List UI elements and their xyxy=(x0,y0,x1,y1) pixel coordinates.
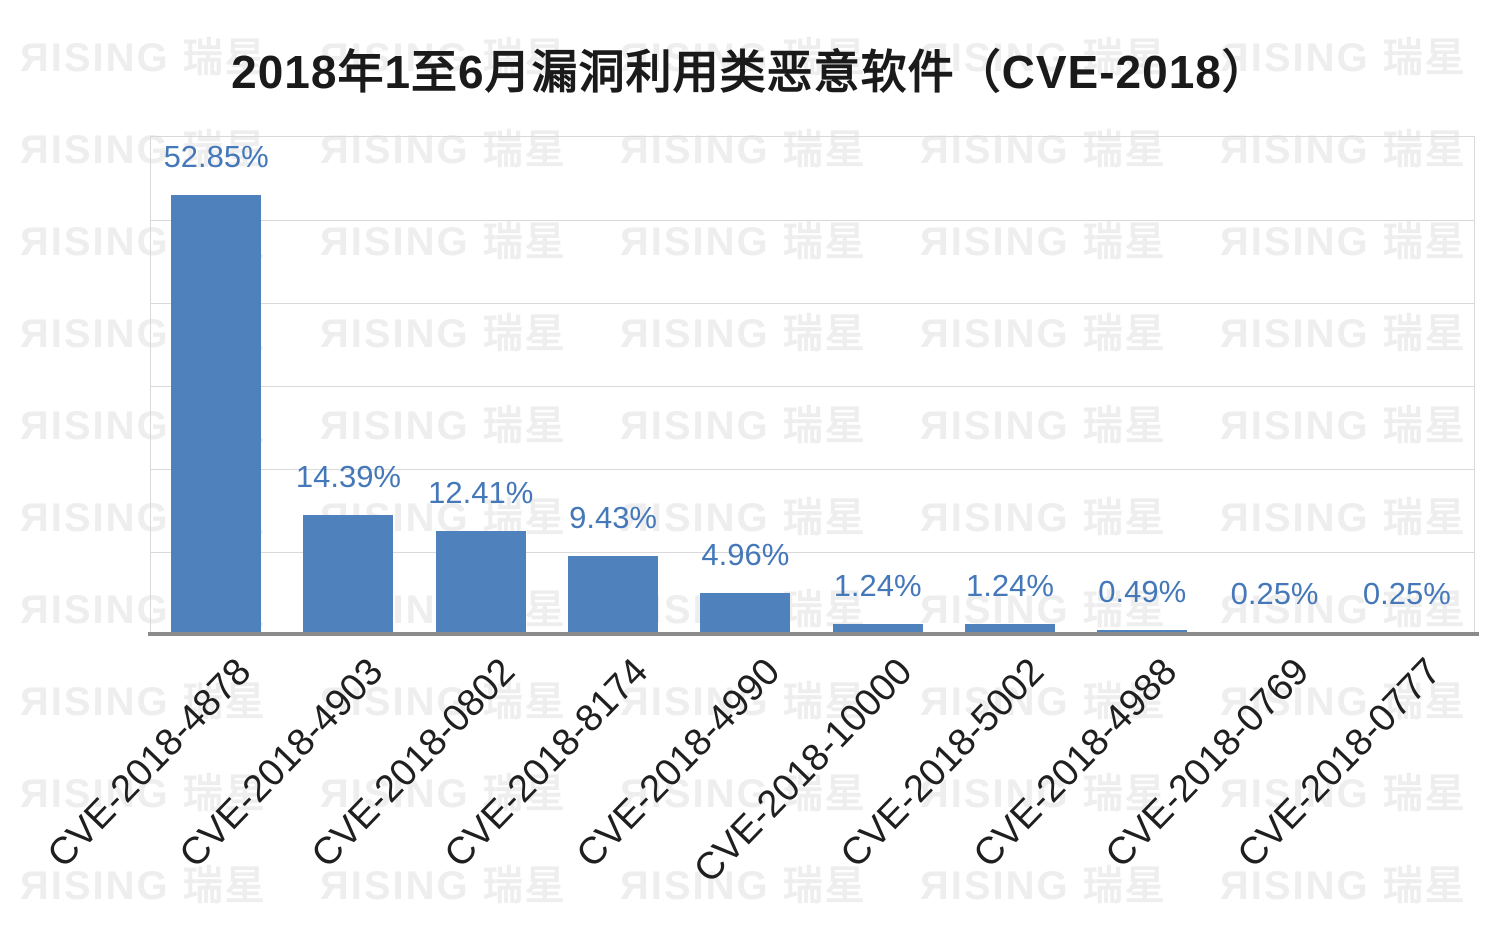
watermark-text: ЯISING 瑞星 xyxy=(1220,772,1467,816)
bar xyxy=(832,623,923,634)
watermark-text: ЯISING 瑞星 xyxy=(20,680,267,724)
watermark-text: ЯISING 瑞星 xyxy=(320,312,567,356)
bar xyxy=(568,555,659,634)
watermark-text: ЯISING 瑞星 xyxy=(620,496,867,540)
watermark-text: ЯISING 瑞星 xyxy=(20,36,267,80)
watermark-text: ЯISING 瑞星 xyxy=(1220,588,1467,632)
watermark-text: ЯISING 瑞星 xyxy=(320,864,567,908)
watermark-text: ЯISING 瑞星 xyxy=(920,312,1167,356)
bar xyxy=(700,592,791,634)
bar-value-label: 0.25% xyxy=(1362,575,1451,611)
bar-value-label: 52.85% xyxy=(163,139,269,175)
watermark-text: ЯISING 瑞星 xyxy=(1220,36,1467,80)
bar-value-label: 12.41% xyxy=(428,474,534,510)
bar xyxy=(1097,629,1188,634)
bar xyxy=(171,195,262,634)
watermark-text: ЯISING 瑞星 xyxy=(920,496,1167,540)
watermark-text: ЯISING 瑞星 xyxy=(1220,496,1467,540)
gridline xyxy=(151,386,1474,387)
watermark-text: ЯISING 瑞星 xyxy=(620,772,867,816)
watermark-text: ЯISING 瑞星 xyxy=(920,588,1167,632)
chart-title: 2018年1至6月漏洞利用类恶意软件（CVE-2018） xyxy=(231,46,1269,98)
bar-value-label: 4.96% xyxy=(701,536,790,572)
gridline xyxy=(151,220,1474,221)
bar-value-label: 1.24% xyxy=(833,567,922,603)
watermark-text: ЯISING 瑞星 xyxy=(1220,220,1467,264)
watermark-text: ЯISING 瑞星 xyxy=(920,220,1167,264)
watermark-text: ЯISING 瑞星 xyxy=(20,864,267,908)
watermark-text: ЯISING 瑞星 xyxy=(620,36,867,80)
bar-value-label: 9.43% xyxy=(569,499,657,535)
bar xyxy=(964,623,1055,634)
watermark-text: ЯISING 瑞星 xyxy=(920,864,1167,908)
watermark-text: ЯISING 瑞星 xyxy=(920,404,1167,448)
bar-value-label: 14.39% xyxy=(295,458,401,494)
watermark-text: ЯISING 瑞星 xyxy=(320,680,567,724)
watermark-text: ЯISING 瑞星 xyxy=(620,680,867,724)
gridline xyxy=(151,469,1474,470)
watermark-text: ЯISING 瑞星 xyxy=(1220,404,1467,448)
bar xyxy=(435,530,526,634)
watermark-text: ЯISING 瑞星 xyxy=(620,404,867,448)
watermark-text: ЯISING 瑞星 xyxy=(320,404,567,448)
watermark-text: ЯISING 瑞星 xyxy=(1220,312,1467,356)
gridline xyxy=(151,303,1474,304)
watermark-text: ЯISING 瑞星 xyxy=(920,36,1167,80)
x-axis-line xyxy=(148,632,1479,636)
watermark-text: ЯISING 瑞星 xyxy=(920,680,1167,724)
watermark-text: ЯISING 瑞星 xyxy=(620,220,867,264)
watermark-text: ЯISING 瑞星 xyxy=(620,864,867,908)
watermark-text: ЯISING 瑞星 xyxy=(320,36,567,80)
plot-area xyxy=(150,136,1475,635)
gridline xyxy=(151,552,1474,553)
watermark-text: ЯISING 瑞星 xyxy=(1220,864,1467,908)
bar xyxy=(303,514,394,634)
watermark-text: ЯISING 瑞星 xyxy=(20,772,267,816)
watermark-text: ЯISING 瑞星 xyxy=(1220,680,1467,724)
watermark-text: ЯISING 瑞星 xyxy=(320,772,567,816)
watermark-text: ЯISING 瑞星 xyxy=(620,312,867,356)
bar-value-label: 0.49% xyxy=(1098,573,1187,609)
watermark-text: ЯISING 瑞星 xyxy=(320,220,567,264)
bar-value-label: 1.24% xyxy=(965,567,1054,603)
watermark-text: ЯISING 瑞星 xyxy=(920,772,1167,816)
bar-value-label: 0.25% xyxy=(1230,575,1319,611)
